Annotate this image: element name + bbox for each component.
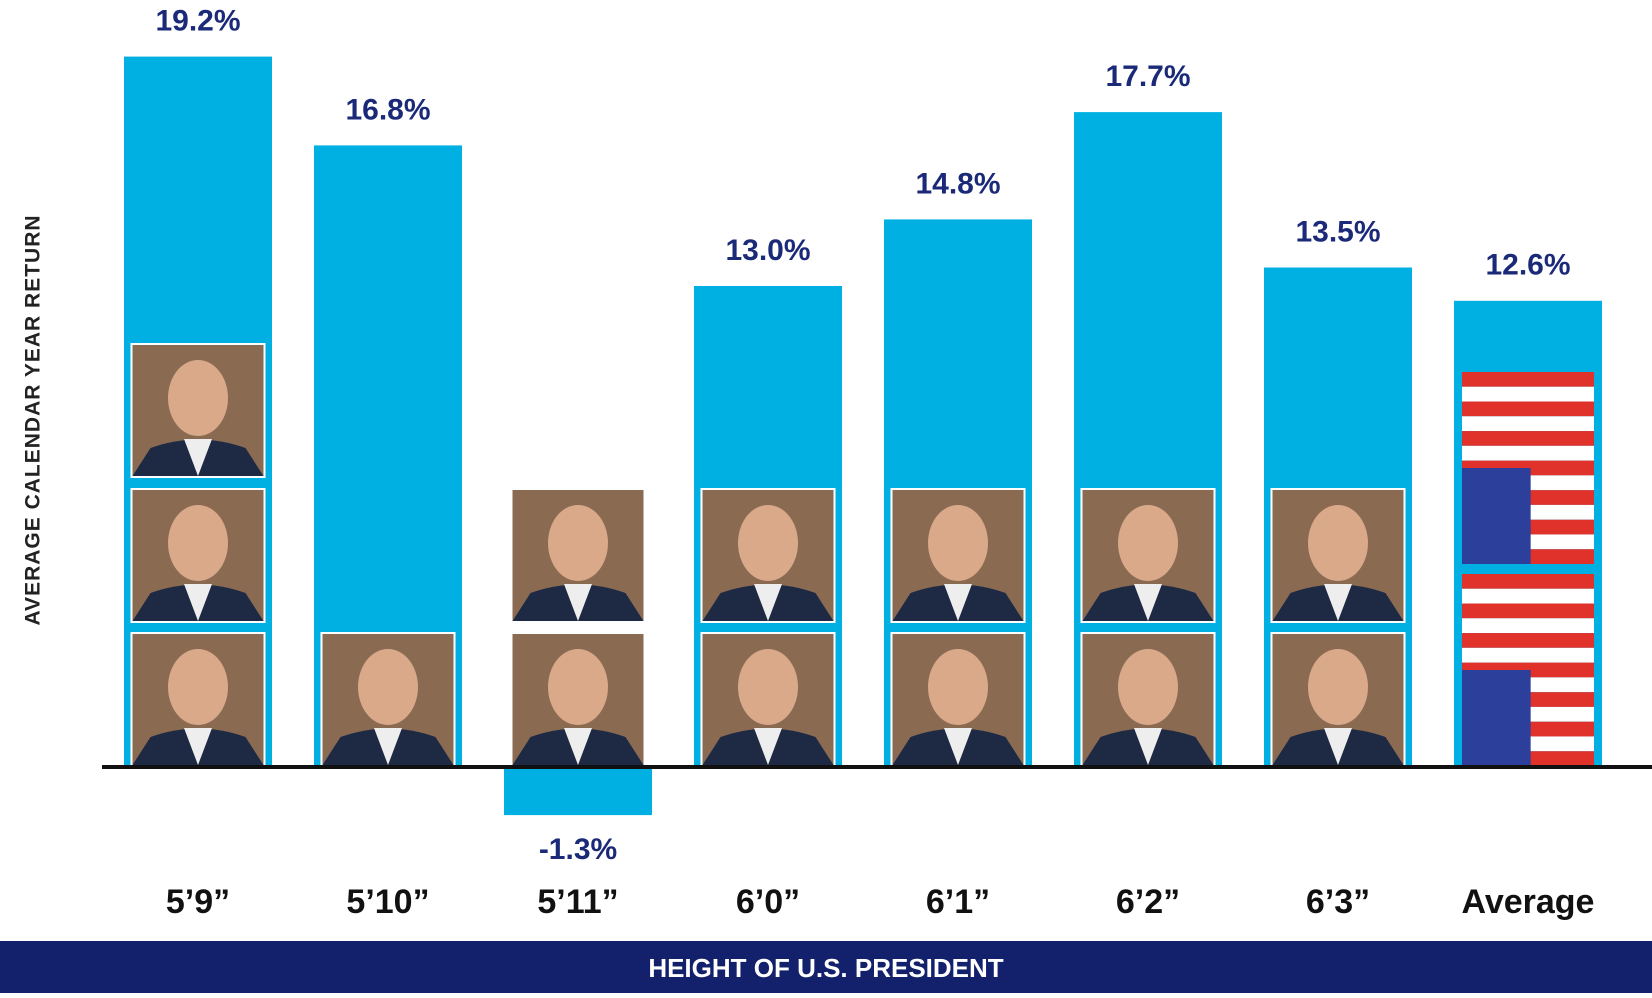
flag-stripe	[1462, 372, 1594, 387]
x-tick-label: 5’9”	[166, 883, 230, 921]
portrait-face	[928, 505, 988, 581]
flag-stripe	[1462, 387, 1594, 402]
portrait-face	[1308, 649, 1368, 725]
portrait-face	[738, 649, 798, 725]
flag-canton	[1462, 670, 1531, 766]
portrait-face	[738, 505, 798, 581]
x-tick-label: 6’1”	[926, 883, 990, 921]
flag-stripe	[1462, 589, 1594, 604]
flag-stripe	[1462, 604, 1594, 619]
value-label: 17.7%	[1105, 60, 1190, 93]
flag-stripe	[1462, 574, 1594, 589]
x-axis-label: HEIGHT OF U.S. PRESIDENT	[648, 953, 1003, 983]
portrait-face	[358, 649, 418, 725]
value-label: 16.8%	[345, 93, 430, 126]
portrait-face	[1118, 649, 1178, 725]
portrait-face	[168, 505, 228, 581]
x-tick-label: 5’11”	[537, 883, 618, 921]
bar	[504, 767, 652, 815]
portrait-face	[1308, 505, 1368, 581]
portrait-face	[168, 360, 228, 436]
x-tick-label: 6’3”	[1306, 883, 1370, 921]
chart: HEIGHT OF U.S. PRESIDENT AVERAGE CALENDA…	[0, 0, 1652, 993]
y-axis-label: AVERAGE CALENDAR YEAR RETURN	[22, 214, 45, 625]
flag-stripe	[1462, 402, 1594, 417]
flag-stripe	[1462, 618, 1594, 633]
value-label: 13.5%	[1295, 215, 1380, 248]
value-label: 13.0%	[725, 234, 810, 267]
x-tick-label: 6’2”	[1116, 883, 1180, 921]
flag-stripe	[1462, 633, 1594, 648]
portrait-face	[168, 649, 228, 725]
portrait-face	[928, 649, 988, 725]
value-label: -1.3%	[539, 833, 617, 866]
portrait-face	[548, 649, 608, 725]
flag-stripe	[1462, 446, 1594, 461]
portrait-face	[548, 505, 608, 581]
flag-stripe	[1462, 416, 1594, 431]
x-tick-label: 5’10”	[346, 883, 429, 921]
flag-stripe	[1462, 648, 1594, 663]
x-tick-label: 6’0”	[736, 883, 800, 921]
x-tick-label: Average	[1462, 883, 1595, 921]
page: HEIGHT OF U.S. PRESIDENT AVERAGE CALENDA…	[0, 0, 1652, 993]
value-label: 19.2%	[155, 5, 240, 38]
flag-canton	[1462, 468, 1531, 564]
portrait-face	[1118, 505, 1178, 581]
value-label: 12.6%	[1485, 249, 1570, 282]
flag-stripe	[1462, 431, 1594, 446]
value-label: 14.8%	[915, 167, 1000, 200]
